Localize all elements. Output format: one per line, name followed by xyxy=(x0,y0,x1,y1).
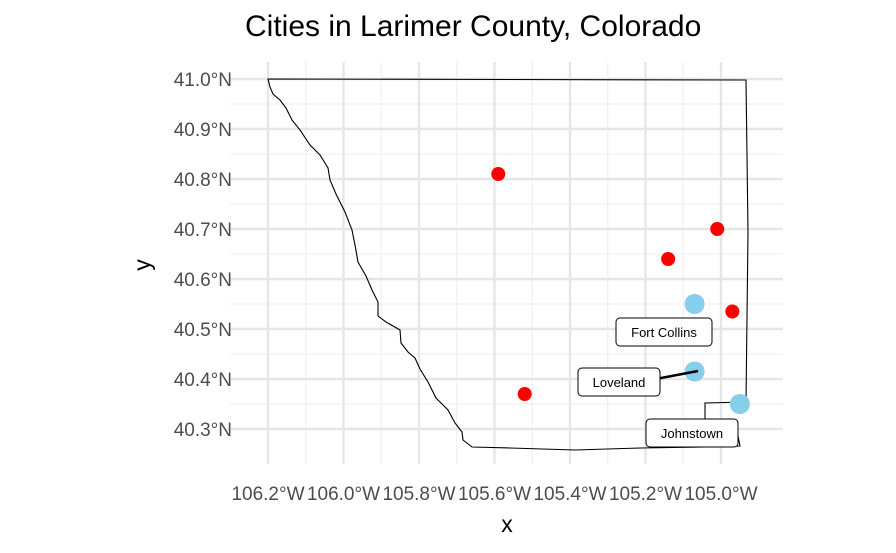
city-labels: Fort Collins Loveland Johnstown xyxy=(577,317,739,448)
y-tick-label: 40.7°N xyxy=(174,220,232,241)
x-tick-label: 105.8°W xyxy=(382,484,455,505)
city-point xyxy=(661,252,676,266)
y-tick-label: 40.9°N xyxy=(174,120,232,141)
x-tick-label: 105.6°W xyxy=(458,484,531,505)
x-tick-label: 106.2°W xyxy=(231,484,304,505)
y-axis-ticks: 40.3°N 40.4°N 40.5°N 40.6°N 40.7°N 40.8°N 40.9… xyxy=(174,70,232,441)
city-point xyxy=(491,167,506,181)
city-label: Loveland xyxy=(593,375,646,390)
chart-title: Cities in Larimer County, Colorado xyxy=(245,10,702,43)
x-axis-title: x xyxy=(501,511,513,537)
x-tick-label: 105.0°W xyxy=(684,484,757,505)
city-label-box xyxy=(645,418,739,448)
county-outline-layer xyxy=(267,78,749,451)
city-point xyxy=(517,387,532,401)
x-tick-label: 105.4°W xyxy=(533,484,606,505)
gridlines xyxy=(230,62,783,464)
y-tick-label: 40.5°N xyxy=(174,320,232,341)
y-tick-label: 41.0°N xyxy=(174,70,232,91)
y-tick-label: 40.6°N xyxy=(174,270,232,291)
x-tick-label: 106.0°W xyxy=(307,484,380,505)
city-label: Fort Collins xyxy=(631,325,697,340)
city-point-labeled xyxy=(684,294,705,314)
city-label: Johnstown xyxy=(661,426,723,441)
city-point xyxy=(725,304,740,319)
county-outline xyxy=(267,78,749,451)
y-tick-label: 40.3°N xyxy=(174,420,232,441)
city-point-labeled xyxy=(729,394,750,414)
y-tick-label: 40.4°N xyxy=(174,370,232,391)
city-point xyxy=(710,222,725,236)
y-axis-title: y xyxy=(129,259,155,271)
x-axis-ticks: 106.2°W 106.0°W 105.8°W 105.6°W 105.4°W 105.2… xyxy=(231,484,757,505)
city-label-box xyxy=(577,367,661,397)
y-tick-label: 40.8°N xyxy=(174,170,232,191)
city-label-box xyxy=(615,317,713,347)
x-tick-label: 105.2°W xyxy=(609,484,682,505)
